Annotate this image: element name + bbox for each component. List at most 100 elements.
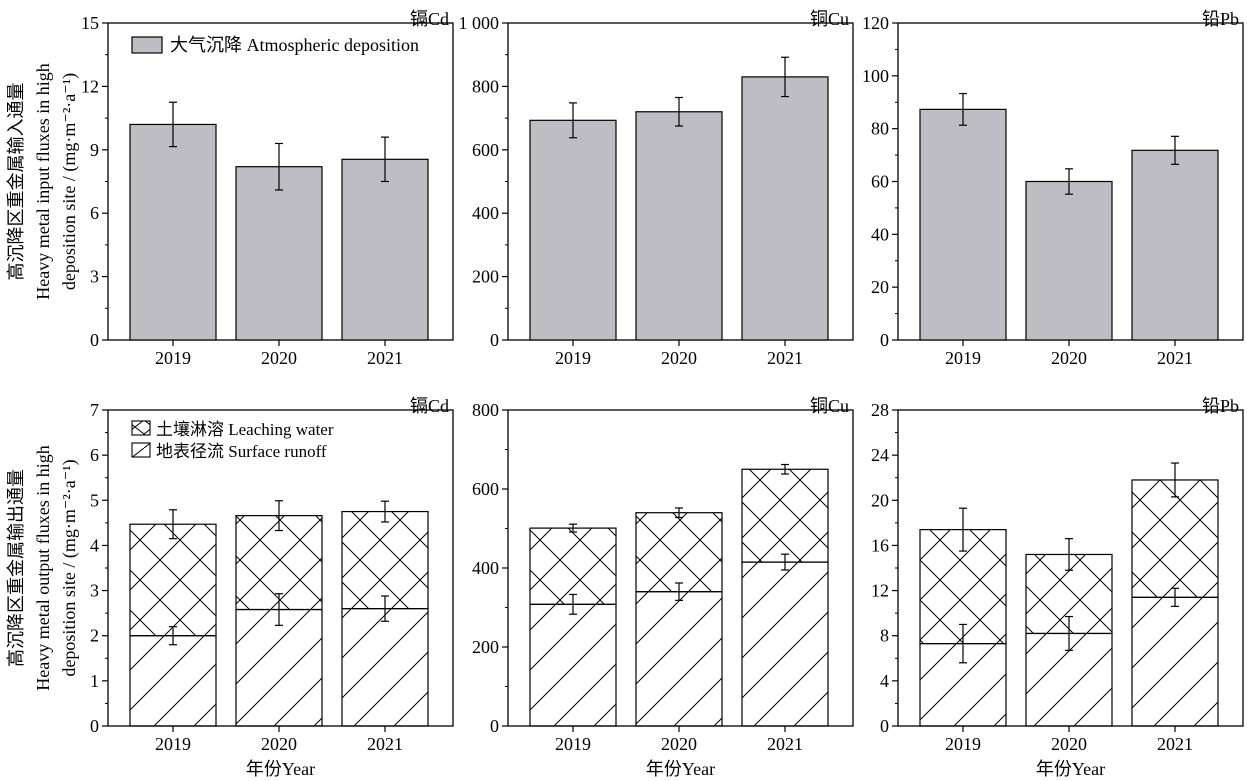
y-tick-label: 100 — [862, 66, 889, 86]
x-tick-label: 2019 — [155, 734, 191, 754]
y-tick-label: 800 — [472, 76, 499, 96]
y-tick-label: 20 — [871, 277, 889, 297]
bar — [529, 119, 617, 341]
y-tick-label: 8 — [880, 626, 889, 646]
bar — [129, 123, 217, 341]
bar-leaching — [635, 512, 723, 593]
x-tick-label: 2019 — [945, 348, 981, 368]
y-tick-label: 0 — [90, 330, 99, 350]
bar — [635, 111, 723, 341]
y-tick-label: 4 — [90, 535, 99, 555]
y-tick-label: 3 — [90, 581, 99, 601]
y-tick-label: 12 — [871, 581, 889, 601]
legend-label: 土壤淋溶 Leaching water — [156, 419, 334, 439]
y-tick-label: 200 — [472, 637, 499, 657]
y-tick-label: 28 — [871, 400, 889, 420]
y-tick-label: 15 — [81, 13, 99, 33]
y-tick-label: 3 — [90, 267, 99, 287]
bar — [1025, 180, 1113, 341]
y-axis-title-cn: 高沉降区重金属输出通量 — [6, 469, 26, 667]
y-tick-label: 0 — [90, 716, 99, 736]
y-tick-label: 5 — [90, 490, 99, 510]
legend-swatch — [131, 36, 163, 54]
y-tick-label: 200 — [472, 267, 499, 287]
y-tick-label: 6 — [90, 203, 99, 223]
y-tick-label: 80 — [871, 119, 889, 139]
bar — [1131, 149, 1219, 341]
y-tick-label: 0 — [490, 330, 499, 350]
y-tick-label: 7 — [90, 400, 99, 420]
bar-leaching — [741, 468, 829, 563]
y-tick-label: 0 — [490, 716, 499, 736]
x-tick-label: 2019 — [945, 734, 981, 754]
y-tick-label: 24 — [871, 445, 889, 465]
panel-label: 铅Pb — [1202, 396, 1239, 416]
y-tick-label: 2 — [90, 626, 99, 646]
y-tick-label: 600 — [472, 479, 499, 499]
y-tick-label: 400 — [472, 203, 499, 223]
x-tick-label: 2020 — [1051, 734, 1087, 754]
bar-runoff — [741, 561, 829, 727]
y-axis-title-en-unit: deposition site / (mg·m⁻²·a⁻¹) — [59, 459, 80, 676]
y-tick-label: 600 — [472, 140, 499, 160]
y-tick-label: 20 — [871, 490, 889, 510]
panel-cd-output: 0 1 2 3 4 5 6 7 镉Cd 2019 2020 2021 土壤淋溶 Leaching wat… — [6, 396, 454, 779]
panel-cu-input: 0 200 400 600 800 1 000 铜Cu 2019 2020 2021 — [459, 9, 854, 368]
panel-label: 镉Cd — [410, 396, 449, 416]
y-tick-label: 60 — [871, 172, 889, 192]
panel-label: 铅Pb — [1202, 9, 1239, 29]
x-axis-title: 年份Year — [246, 759, 315, 779]
bar-runoff — [129, 635, 217, 727]
legend-swatch-leaching — [131, 420, 151, 436]
y-axis-title-en: Heavy metal output fluxes in high — [33, 445, 53, 690]
x-tick-label: 2019 — [555, 734, 591, 754]
y-axis-title-en-unit: deposition site / (mg·m⁻²·a⁻¹) — [59, 73, 80, 290]
x-tick-label: 2020 — [261, 734, 297, 754]
x-tick-label: 2021 — [767, 348, 803, 368]
panel-label: 铜Cu — [810, 9, 849, 29]
legend-swatch-runoff — [131, 442, 151, 458]
x-axis-title: 年份Year — [646, 759, 715, 779]
x-tick-label: 2021 — [767, 734, 803, 754]
x-tick-label: 2021 — [367, 734, 403, 754]
legend-label: 大气沉降 Atmospheric deposition — [170, 35, 419, 55]
x-tick-label: 2019 — [555, 348, 591, 368]
x-tick-label: 2019 — [155, 348, 191, 368]
panel-cd-input: 0 3 6 9 12 15 镉Cd 2019 2020 2021 大气沉降 Atmospheric … — [6, 9, 454, 368]
y-axis-title-en: Heavy metal input fluxes in high — [33, 63, 53, 299]
bar — [741, 76, 829, 341]
bar-leaching — [129, 523, 217, 637]
panel-cu-output: 0 200 400 600 800 铜Cu 2019 2020 2021 年份Year — [472, 396, 854, 779]
bar — [919, 108, 1007, 341]
y-tick-label: 9 — [90, 140, 99, 160]
bar-leaching — [529, 527, 617, 605]
x-tick-label: 2021 — [1157, 734, 1193, 754]
x-tick-label: 2020 — [661, 348, 697, 368]
y-tick-label: 6 — [90, 445, 99, 465]
bar-runoff — [529, 603, 617, 727]
legend-label: 地表径流 Surface runoff — [156, 442, 327, 461]
y-tick-label: 400 — [472, 558, 499, 578]
panel-pb-output: 0 4 8 12 16 20 24 28 铅Pb 2019 2020 2021 年份Year — [871, 396, 1244, 779]
bar-runoff — [635, 591, 723, 727]
x-tick-label: 2020 — [661, 734, 697, 754]
y-tick-label: 0 — [880, 716, 889, 736]
x-tick-label: 2020 — [261, 348, 297, 368]
y-tick-label: 0 — [880, 330, 889, 350]
y-tick-label: 12 — [81, 76, 99, 96]
panel-label: 镉Cd — [410, 9, 449, 29]
y-axis-title-cn: 高沉降区重金属输入通量 — [6, 83, 26, 281]
y-tick-label: 800 — [472, 400, 499, 420]
x-tick-label: 2021 — [1157, 348, 1193, 368]
y-tick-label: 1 — [90, 671, 99, 691]
bar — [341, 158, 429, 341]
x-axis-title: 年份Year — [1036, 759, 1105, 779]
panel-label: 铜Cu — [810, 396, 849, 416]
bar-leaching — [341, 510, 429, 610]
bar — [235, 166, 323, 341]
y-tick-label: 120 — [862, 13, 889, 33]
bar-runoff — [1131, 596, 1219, 727]
panel-pb-input: 0 20 40 60 80 100 120 铅Pb 2019 2020 2021 — [862, 9, 1244, 368]
y-tick-label: 4 — [880, 671, 889, 691]
